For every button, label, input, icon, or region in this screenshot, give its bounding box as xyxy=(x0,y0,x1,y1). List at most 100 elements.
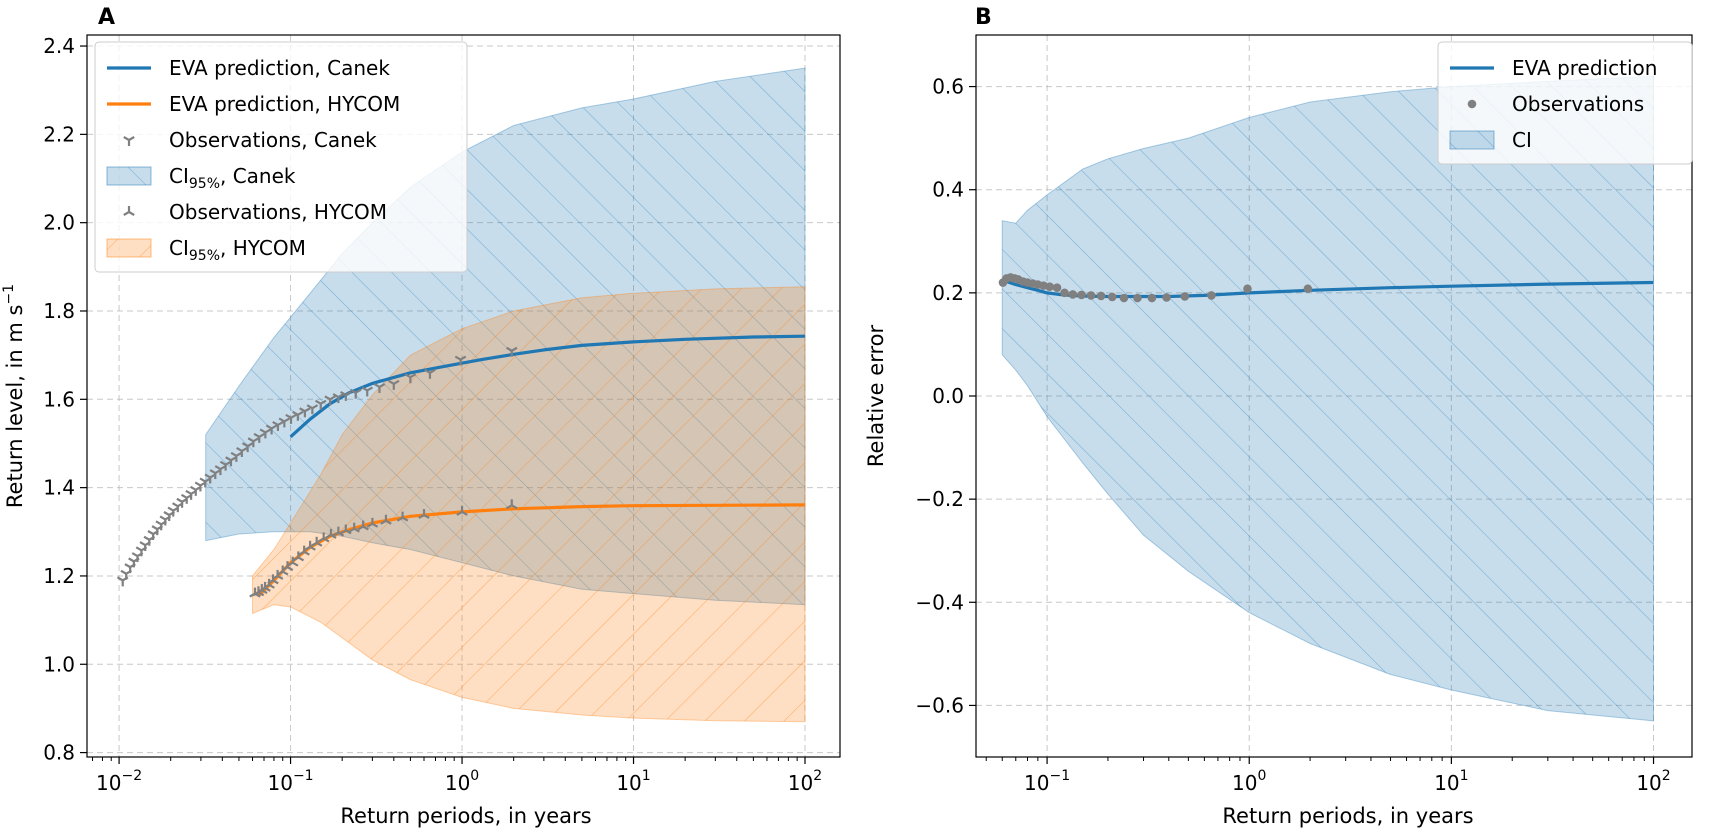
obs-marker-canek-arm xyxy=(225,456,232,462)
obs-marker-hycom-arm xyxy=(323,537,330,543)
obs-marker-canek-arm xyxy=(135,546,142,552)
obs-marker-hycom-arm xyxy=(286,561,294,567)
obs-marker-canek-arm xyxy=(271,424,278,430)
x-tick-label-base: 10 xyxy=(616,771,641,795)
x-tick-label-exponent: 2 xyxy=(1662,768,1671,784)
obs-marker xyxy=(1180,292,1190,301)
obs-marker-canek xyxy=(388,379,400,390)
obs-marker-canek xyxy=(306,404,319,415)
y-tick-label: 1.0 xyxy=(43,652,75,676)
obs-marker-hycom-arm xyxy=(286,566,294,572)
obs-marker-hycom xyxy=(348,522,360,533)
obs-marker-hycom xyxy=(456,505,468,516)
panel-a-chart: A 10−2 10−1 100 101 102 0.81.01.21.41.61.82.… xyxy=(1,5,841,828)
obs-marker-canek-arm xyxy=(247,442,254,448)
obs-marker-hycom-arm xyxy=(423,514,430,519)
obs-marker-canek-arm xyxy=(172,502,179,508)
obs-marker-hycom xyxy=(357,520,369,531)
x-tick-label: 101 xyxy=(616,768,650,795)
legend-band-hatch xyxy=(107,239,151,257)
obs-marker-canek-arm xyxy=(320,399,327,405)
obs-marker-canek-arm xyxy=(209,469,216,475)
panel-a-frame xyxy=(86,34,841,758)
obs-marker-canek-arm xyxy=(151,525,158,531)
obs-marker-hycom xyxy=(332,526,345,537)
panel-a-x-axis-label: Return periods, in years xyxy=(340,804,591,828)
obs-marker-canek-arm xyxy=(345,390,352,396)
obs-marker-hycom xyxy=(396,511,409,522)
x-tick-label: 102 xyxy=(1636,768,1670,795)
obs-marker-hycom-arm xyxy=(337,531,345,537)
obs-marker-canek-arm xyxy=(253,432,260,438)
obs-marker-canek xyxy=(506,346,518,357)
obs-marker-canek xyxy=(236,447,248,457)
y-tick-label: −0.4 xyxy=(915,590,964,614)
legend-box xyxy=(94,41,468,273)
obs-marker-canek-arm xyxy=(252,437,260,443)
obs-marker xyxy=(1107,292,1117,302)
obs-marker-hycom-arm xyxy=(309,545,316,551)
panel-a-y-axis-label: Return level, in m s−1 xyxy=(1,284,27,508)
obs-marker xyxy=(1086,291,1096,300)
obs-marker xyxy=(1077,290,1086,300)
obs-marker-hycom-arm xyxy=(317,537,325,543)
x-tick-label-exponent: 2 xyxy=(813,768,822,784)
legend-label-subscript: 95% xyxy=(189,248,220,264)
obs-marker-canek-arm xyxy=(429,368,436,374)
obs-marker-canek-arm xyxy=(272,420,279,426)
obs-marker xyxy=(1068,290,1078,299)
obs-marker-canek-arm xyxy=(314,399,322,405)
obs-marker-canek-arm xyxy=(340,390,347,396)
obs-marker-canek xyxy=(404,373,417,384)
x-tick-label: 101 xyxy=(1434,768,1468,795)
line-eva-prediction-canek xyxy=(289,334,806,438)
obs-marker-hycom-arm xyxy=(362,525,369,531)
obs-marker-hycom xyxy=(304,540,316,551)
obs-marker xyxy=(1096,291,1106,301)
obs-marker-canek-arm xyxy=(506,346,513,352)
obs-marker-canek-arm xyxy=(189,485,197,491)
obs-marker-hycom-arm xyxy=(511,504,518,510)
obs-marker-canek-arm xyxy=(277,420,284,426)
obs-marker-canek-arm xyxy=(199,477,206,483)
x-tick-label: 10−2 xyxy=(96,768,142,795)
obs-marker-hycom-arm xyxy=(297,556,305,562)
obs-marker-canek-arm xyxy=(194,481,201,487)
obs-marker-hycom-arm xyxy=(402,516,409,522)
panel-b-y-axis-label: Relative error xyxy=(864,325,888,468)
obs-marker-canek-arm xyxy=(388,379,395,385)
obs-marker-canek-arm xyxy=(230,451,237,457)
obs-marker-canek-arm xyxy=(378,382,386,388)
obs-marker-hycom-arm xyxy=(268,583,275,589)
obs-marker-canek-arm xyxy=(219,460,227,466)
obs-marker-hycom-arm xyxy=(506,504,513,510)
obs-marker xyxy=(1045,282,1054,291)
obs-marker-hycom-arm xyxy=(292,561,299,567)
obs-marker-hycom-arm xyxy=(277,574,284,580)
obs-marker-hycom xyxy=(281,561,294,572)
obs-marker-canek-arm xyxy=(116,576,124,582)
obs-marker-canek xyxy=(324,395,336,406)
obs-marker-hycom-arm xyxy=(461,510,468,516)
y-tick-label: 1.8 xyxy=(43,299,75,323)
obs-marker-canek-arm xyxy=(143,535,150,541)
obs-marker-canek-arm xyxy=(163,511,170,516)
legend-label-prefix: CI xyxy=(169,164,189,188)
obs-marker-canek-arm xyxy=(147,530,154,535)
x-tick-label-exponent: 1 xyxy=(1460,768,1469,784)
obs-marker-canek-arm xyxy=(283,417,291,423)
obs-marker-hycom xyxy=(271,569,284,580)
legend-label: Observations, Canek xyxy=(169,128,377,152)
obs-marker-canek-arm xyxy=(290,413,297,419)
obs-marker-hycom xyxy=(298,545,310,556)
obs-marker-canek-arm xyxy=(409,373,417,379)
obs-marker-canek-arm xyxy=(241,442,249,448)
obs-marker-hycom-arm xyxy=(366,522,373,528)
y-tick-label: 0.4 xyxy=(932,178,964,202)
panel-a-legend: EVA prediction, Canek EVA prediction, HYC… xyxy=(94,41,468,273)
obs-marker-hycom-arm xyxy=(303,550,310,556)
y-tick-label: 0.8 xyxy=(43,741,75,765)
obs-marker-hycom-arm xyxy=(310,541,318,547)
obs-marker-canek-arm xyxy=(459,355,467,361)
